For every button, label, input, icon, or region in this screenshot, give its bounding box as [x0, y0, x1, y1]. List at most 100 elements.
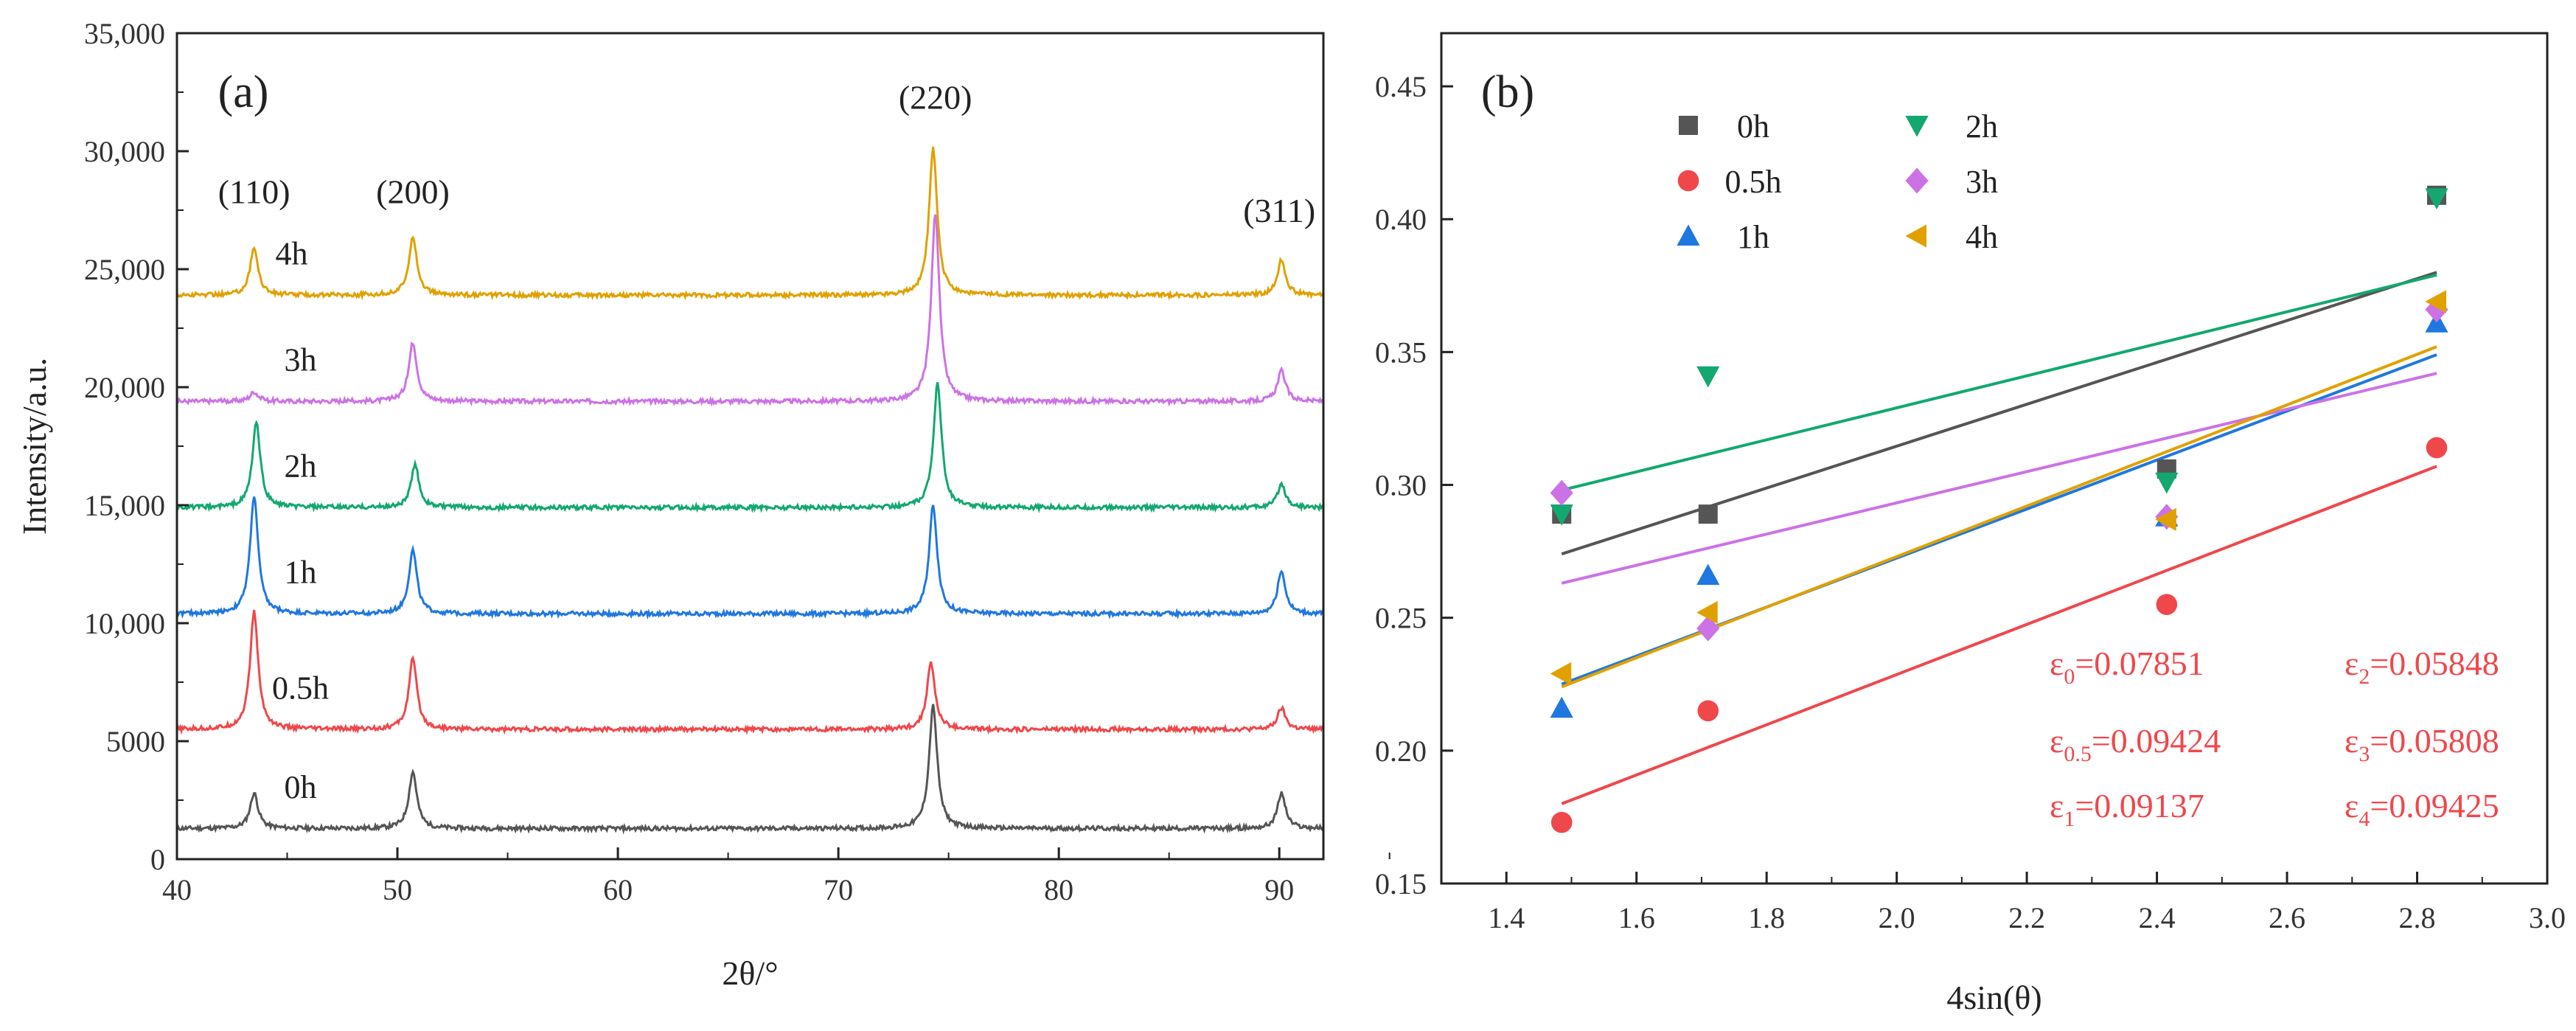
strain-annotation: ε0=0.07851: [2050, 645, 2204, 689]
y-tick-label-a: 35,000: [84, 17, 165, 50]
data-point-2h: [2155, 472, 2179, 494]
x-tick-label-a: 60: [603, 873, 633, 906]
legend-label-1h: 1h: [1737, 219, 1769, 255]
strain-symbol: ε: [2050, 722, 2064, 760]
y-tick-label-b: 0.35: [1375, 336, 1427, 369]
x-tick-label-b: 3.0: [2529, 901, 2566, 934]
x-tick-label-b: 1.8: [1748, 901, 1785, 934]
data-point-3h: [2425, 296, 2448, 323]
y-tick-label-b: 0.20: [1375, 735, 1427, 768]
legend-label-4h: 4h: [1966, 219, 1998, 255]
peak-label-(110): (110): [218, 173, 290, 210]
strain-value: =0.05808: [2370, 722, 2499, 760]
strain-symbol: ε: [2344, 645, 2359, 682]
x-tick-label-b: 1.4: [1488, 901, 1525, 934]
x-axis-label-a: 2θ/°: [722, 954, 778, 992]
y-tick-label-a: 5000: [106, 725, 165, 758]
strain-value: =0.09424: [2092, 722, 2221, 760]
legend-marker-0h: [1679, 116, 1698, 135]
y-tick-label-a: 30,000: [84, 135, 165, 168]
xrd-trace-2h: [176, 382, 1325, 514]
strain-value: =0.09425: [2370, 787, 2499, 825]
peak-label-(200): (200): [376, 173, 450, 210]
trace-label-2h: 2h: [284, 448, 316, 485]
legend-label-0h: 0h: [1737, 108, 1769, 145]
x-axis-label-b: 4sin(θ): [1946, 979, 2041, 1016]
y-tick-label-a: 10,000: [84, 607, 165, 640]
x-tick-label-b: 2.2: [2008, 901, 2045, 934]
peak-label-(311): (311): [1243, 192, 1315, 229]
x-tick-label-a: 90: [1264, 873, 1294, 906]
xrd-trace-0h: [175, 704, 1325, 835]
data-point-0h: [1698, 504, 1718, 524]
y-axis-label-a: Intensity/a.u.: [15, 358, 53, 535]
x-tick-label-b: 2.8: [2399, 901, 2436, 934]
legend-marker-4h: [1905, 224, 1926, 248]
peak-label-(220): (220): [899, 78, 972, 116]
data-point-4h: [2155, 507, 2176, 531]
xrd-trace-1h: [175, 496, 1325, 620]
legend-marker-2h: [1905, 116, 1929, 137]
y-tick-label-a: 15,000: [84, 489, 165, 522]
y-tick-label-b: 0.45: [1375, 70, 1427, 103]
data-point-0.5h: [1550, 811, 1573, 833]
fit-line-3h: [1561, 372, 2437, 585]
x-tick-label-a: 50: [383, 873, 412, 906]
fit-line-0.5h: [1561, 465, 2437, 805]
data-point-4h: [2425, 290, 2446, 313]
plot-frame-b: [1440, 32, 2549, 885]
data-point-2h: [1696, 366, 1720, 388]
trace-label-3h: 3h: [284, 342, 316, 378]
data-point-1h: [1696, 563, 1720, 586]
data-point-4h: [1696, 600, 1718, 625]
strain-subscript: 4: [2359, 807, 2370, 831]
data-point-3h: [1696, 615, 1720, 642]
x-tick-label-b: 2.4: [2139, 901, 2176, 934]
x-tick-label-b: 2.6: [2269, 901, 2305, 934]
y-tick-label-b: 0.40: [1375, 203, 1427, 236]
data-point-2h: [1550, 504, 1573, 526]
data-point-2h: [2425, 188, 2448, 209]
strain-annotation: ε3=0.05808: [2344, 722, 2499, 766]
y-tick-label-b: 0.25: [1375, 602, 1427, 635]
trace-label-4h: 4h: [276, 236, 308, 272]
xrd-trace-3h: [176, 214, 1325, 407]
trace-label-1h: 1h: [284, 555, 316, 591]
strain-subscript: 2: [2359, 664, 2370, 689]
legend-label-0.5h: 0.5h: [1725, 164, 1782, 200]
strain-symbol: ε: [2050, 787, 2064, 825]
strain-symbol: ε: [2344, 787, 2359, 825]
x-tick-label-a: 40: [162, 873, 192, 906]
strain-value: =0.07851: [2075, 645, 2204, 682]
strain-annotation: ε2=0.05848: [2344, 645, 2499, 689]
strain-subscript: 3: [2359, 742, 2370, 766]
strain-value: =0.09137: [2075, 787, 2204, 825]
fit-line-2h: [1561, 273, 2437, 492]
x-tick-label-b: 2.0: [1879, 901, 1915, 934]
y-tick-label-a: 0: [150, 843, 165, 876]
strain-subscript: 1: [2064, 807, 2075, 831]
strain-annotation: ε4=0.09425: [2344, 787, 2499, 831]
strain-annotation: ε1=0.09137: [2050, 787, 2204, 831]
legend-marker-0.5h: [1677, 170, 1699, 192]
strain-subscript: 0: [2064, 664, 2075, 689]
panel-b-williamson-hall-chart: 0.15 0.20 0.25 0.30 0.35 0.40 0.45 1.4 1.6 1.8 2.0…: [1375, 32, 2566, 1016]
x-tick-label-b: 1.6: [1618, 901, 1655, 934]
legend-label-2h: 2h: [1966, 108, 1998, 145]
strain-annotation: ε0.5=0.09424: [2050, 722, 2221, 766]
strain-symbol: ε: [2050, 645, 2064, 682]
panel-tag-a: (a): [218, 67, 269, 117]
data-point-3h: [1550, 479, 1573, 506]
strain-symbol: ε: [2344, 722, 2359, 760]
panel-tag-b: (b): [1481, 67, 1534, 117]
legend-marker-3h: [1905, 167, 1929, 194]
legend-marker-1h: [1677, 224, 1700, 246]
xrd-trace-0.5h: [175, 609, 1325, 736]
data-point-0.5h: [1697, 700, 1719, 722]
trace-label-0.5h: 0.5h: [272, 670, 329, 706]
xrd-trace-4h: [175, 146, 1325, 301]
data-point-4h: [1550, 662, 1572, 685]
x-tick-label-a: 70: [824, 873, 853, 906]
data-point-0.5h: [2156, 594, 2178, 615]
